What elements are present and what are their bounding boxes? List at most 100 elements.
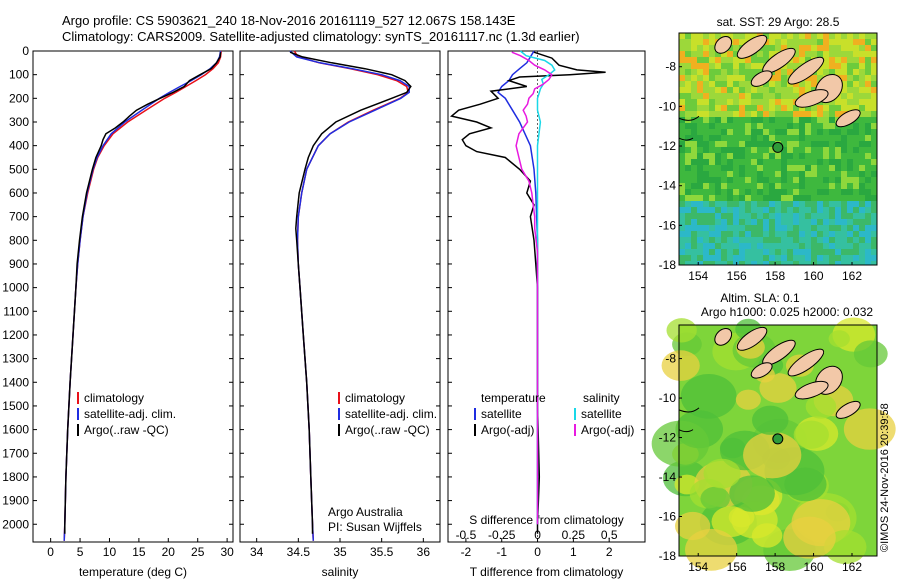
sst-cell [871, 123, 877, 129]
sst-cell [853, 243, 859, 249]
sst-cell [871, 99, 877, 105]
sst-cell [745, 63, 751, 69]
sst-cell [841, 87, 847, 93]
sst-cell [763, 183, 769, 189]
sst-cell [781, 183, 787, 189]
difference-xtick-label: 1 [570, 545, 577, 559]
sst-cell [775, 39, 781, 45]
sst-cell [871, 105, 877, 111]
sst-cell [811, 213, 817, 219]
sst-cell [733, 147, 739, 153]
sst-cell [745, 87, 751, 93]
sst-cell [679, 105, 685, 111]
sst-cell [811, 123, 817, 129]
sst-cell [697, 129, 703, 135]
sst-cell [751, 183, 757, 189]
sst-cell [769, 51, 775, 57]
sst-cell [775, 45, 781, 51]
sst-cell [769, 225, 775, 231]
sst-cell [835, 105, 841, 111]
sst-cell [805, 261, 811, 265]
sst-cell [781, 243, 787, 249]
sst-cell [769, 135, 775, 141]
sst-cell [805, 195, 811, 201]
sst-cell [781, 141, 787, 147]
sst-cell [691, 45, 697, 51]
sst-cell [871, 159, 877, 165]
sst-cell [823, 255, 829, 261]
sst-cell [679, 87, 685, 93]
sst-cell [781, 39, 787, 45]
sst-cell [865, 183, 871, 189]
sst-cell [799, 129, 805, 135]
sst-cell [865, 81, 871, 87]
sst-cell [769, 231, 775, 237]
sst-cell [871, 81, 877, 87]
sst-cell [799, 123, 805, 129]
sst-cell [685, 123, 691, 129]
sst-cell [745, 159, 751, 165]
sst-cell [853, 231, 859, 237]
sst-cell [739, 153, 745, 159]
map-xtick-label: 154 [688, 560, 708, 574]
sst-cell [709, 231, 715, 237]
sst-cell [697, 201, 703, 207]
sst-cell [703, 207, 709, 213]
sst-cell [685, 87, 691, 93]
sst-cell [781, 231, 787, 237]
sst-cell [823, 123, 829, 129]
sst-cell [853, 45, 859, 51]
sst-cell [715, 75, 721, 81]
sst-cell [859, 231, 865, 237]
sla-map-subtitle: Argo h1000: 0.025 h2000: 0.032 [701, 305, 873, 319]
sst-cell [679, 159, 685, 165]
map-ytick-label: -10 [659, 391, 677, 405]
sst-cell [847, 81, 853, 87]
sst-cell [871, 129, 877, 135]
sst-cell [697, 81, 703, 87]
sst-cell [853, 255, 859, 261]
sal-legend-label: satellite-adj. clim. [345, 407, 437, 421]
sst-cell [847, 195, 853, 201]
sst-cell [799, 219, 805, 225]
sst-cell [799, 111, 805, 117]
sst-cell [763, 165, 769, 171]
sst-cell [751, 69, 757, 75]
sst-cell [679, 75, 685, 81]
sst-cell [841, 93, 847, 99]
sst-cell [829, 195, 835, 201]
sst-cell [745, 165, 751, 171]
sst-cell [763, 81, 769, 87]
sst-cell [727, 165, 733, 171]
sst-cell [787, 87, 793, 93]
sst-cell [697, 225, 703, 231]
sst-cell [811, 135, 817, 141]
sst-cell [685, 189, 691, 195]
depth-tick-label: 2000 [2, 517, 29, 531]
sst-cell [757, 135, 763, 141]
sst-cell [739, 141, 745, 147]
sst-cell [757, 171, 763, 177]
sst-cell [829, 159, 835, 165]
sst-cell [823, 219, 829, 225]
sst-cell [841, 255, 847, 261]
sst-cell [799, 171, 805, 177]
sst-cell [775, 111, 781, 117]
sst-cell [709, 213, 715, 219]
sla-blob [784, 467, 827, 502]
sst-cell [799, 183, 805, 189]
sst-cell [769, 141, 775, 147]
sst-cell [823, 111, 829, 117]
sst-cell [871, 141, 877, 147]
sst-cell [805, 201, 811, 207]
sst-cell [787, 225, 793, 231]
sst-cell [715, 51, 721, 57]
sst-cell [691, 189, 697, 195]
sst-cell [769, 249, 775, 255]
sst-cell [847, 63, 853, 69]
sst-cell [781, 237, 787, 243]
depth-tick-label: 1400 [2, 375, 29, 389]
sst-cell [829, 147, 835, 153]
sst-cell [691, 237, 697, 243]
sst-cell [817, 201, 823, 207]
